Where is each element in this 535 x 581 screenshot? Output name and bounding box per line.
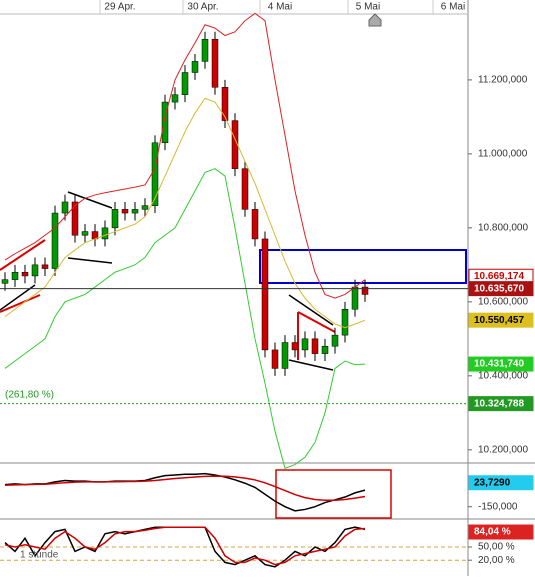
candle-body <box>311 338 319 354</box>
candle-body <box>121 209 129 214</box>
candle-body <box>211 38 219 88</box>
price-badge-label: 23,7290 <box>474 477 511 488</box>
price-badge <box>468 281 534 297</box>
candle-body <box>101 227 109 240</box>
y-tick-label: 10.200,000 <box>478 444 528 455</box>
price-badge <box>468 312 534 328</box>
candle-body <box>71 201 79 236</box>
price-badge <box>468 475 534 491</box>
price-badge <box>468 356 534 372</box>
x-tick-label: 6 Mai <box>441 2 465 13</box>
candle-body <box>31 264 39 277</box>
zone-box <box>259 249 467 284</box>
indicator-line <box>4 168 366 469</box>
price-badge-label: 10.635,670 <box>474 283 524 294</box>
candle-body <box>351 286 359 310</box>
candle-body <box>201 38 209 62</box>
candle-body <box>61 201 69 214</box>
candle-body <box>161 101 169 144</box>
candle-body <box>191 61 199 73</box>
x-tick-label: 5 Mai <box>356 2 380 13</box>
indicator-line <box>4 12 366 299</box>
marker-icon <box>368 13 382 27</box>
candle-body <box>261 238 269 351</box>
candle-body <box>1 279 9 284</box>
y-tick-label: 10.600,000 <box>478 296 528 307</box>
candle-body <box>181 72 189 95</box>
y-tick-label: -150,000 <box>478 501 518 512</box>
y-tick-label: 11.200,000 <box>478 75 528 86</box>
indicator-line <box>4 526 366 566</box>
x-tick-label: 4 Mai <box>268 2 292 13</box>
candle-body <box>21 271 29 277</box>
candle-body <box>251 209 259 240</box>
price-badge-label: 10.431,740 <box>474 359 524 370</box>
candle-body <box>81 231 89 236</box>
price-badge-label: 84,04 % <box>474 527 511 538</box>
level-annotation: (261,80 %) <box>5 389 54 400</box>
price-badge <box>468 524 534 540</box>
x-tick-label: 30 Apr. <box>187 2 218 13</box>
candle-body <box>341 308 349 336</box>
indicator-line <box>4 472 366 512</box>
candle-body <box>131 209 139 214</box>
annotation: 1 stunde <box>20 550 59 561</box>
y-tick-label: 50,00 % <box>478 542 515 553</box>
candle-body <box>151 142 159 206</box>
y-tick-label: 11.000,000 <box>478 149 528 160</box>
candle-body <box>271 349 279 369</box>
candle-body <box>281 342 289 369</box>
candle-body <box>41 264 49 269</box>
trend-lines <box>0 239 336 360</box>
candle-body <box>111 209 119 229</box>
price-badge-label: 10.324,788 <box>474 398 524 409</box>
indicator-line <box>4 475 366 501</box>
candle-body <box>241 168 249 210</box>
price-badge-label: 10.550,457 <box>474 315 524 326</box>
candle-body <box>291 342 299 351</box>
candle-body <box>361 286 369 295</box>
indicator-line <box>4 97 366 329</box>
x-tick-label: 29 Apr. <box>104 2 135 13</box>
candle-body <box>171 94 179 103</box>
zone-box <box>275 469 392 519</box>
price-badge-label: 10.669,174 <box>474 271 524 282</box>
y-tick-label: 10.800,000 <box>478 222 528 233</box>
y-tick-label: 20,00 % <box>478 555 515 566</box>
y-tick-label: 10.400,000 <box>478 370 528 381</box>
candle-body <box>51 212 59 269</box>
candle-body <box>331 334 339 347</box>
candle-body <box>301 338 309 351</box>
candle-body <box>221 87 229 121</box>
price-badge <box>468 396 534 412</box>
candle-body <box>321 345 329 354</box>
candle-body <box>11 271 19 280</box>
candle-body <box>141 205 149 210</box>
